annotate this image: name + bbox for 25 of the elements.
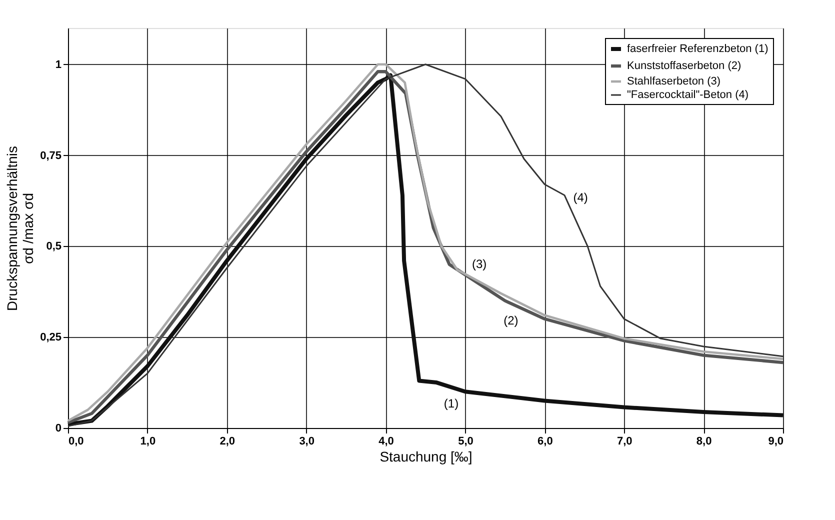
x-tick-label: 6,0: [538, 436, 553, 448]
x-tick-label: 1,0: [140, 436, 156, 448]
x-tick-label: 4,0: [378, 436, 394, 448]
annotation: (1): [444, 396, 459, 411]
y-tick-label: 0,25: [40, 332, 62, 344]
annotation: (3): [472, 256, 487, 271]
legend-label: faserfreier Referenzbeton (1): [627, 43, 768, 55]
y-axis-title: Druckspannungsverhältnis σd /max σd: [4, 146, 36, 311]
legend-label: "Fasercocktail"-Beton (4): [627, 89, 749, 101]
x-tick-label: 7,0: [616, 436, 632, 448]
legend-label: Kunststoffaserbeton (2): [627, 60, 742, 72]
annotation: (2): [504, 314, 518, 328]
x-tick-label: 5,0: [458, 436, 474, 448]
x-tick-label: 3,0: [299, 436, 314, 448]
x-tick-label: 8,0: [696, 436, 712, 448]
y-tick-label: 1: [55, 58, 62, 71]
x-tick-label: 2,0: [220, 436, 236, 448]
x-axis-title: Stauchung [‰]: [380, 448, 472, 464]
y-tick-label: 0,5: [46, 240, 62, 253]
x-tick-label: 0,0: [68, 436, 84, 448]
y-tick-label: 0: [55, 422, 62, 434]
legend-label: Stahlfaserbeton (3): [627, 76, 721, 88]
x-tick-label: 9,0: [768, 436, 784, 448]
y-tick-label: 0,75: [40, 150, 62, 162]
annotation: (4): [573, 190, 588, 204]
